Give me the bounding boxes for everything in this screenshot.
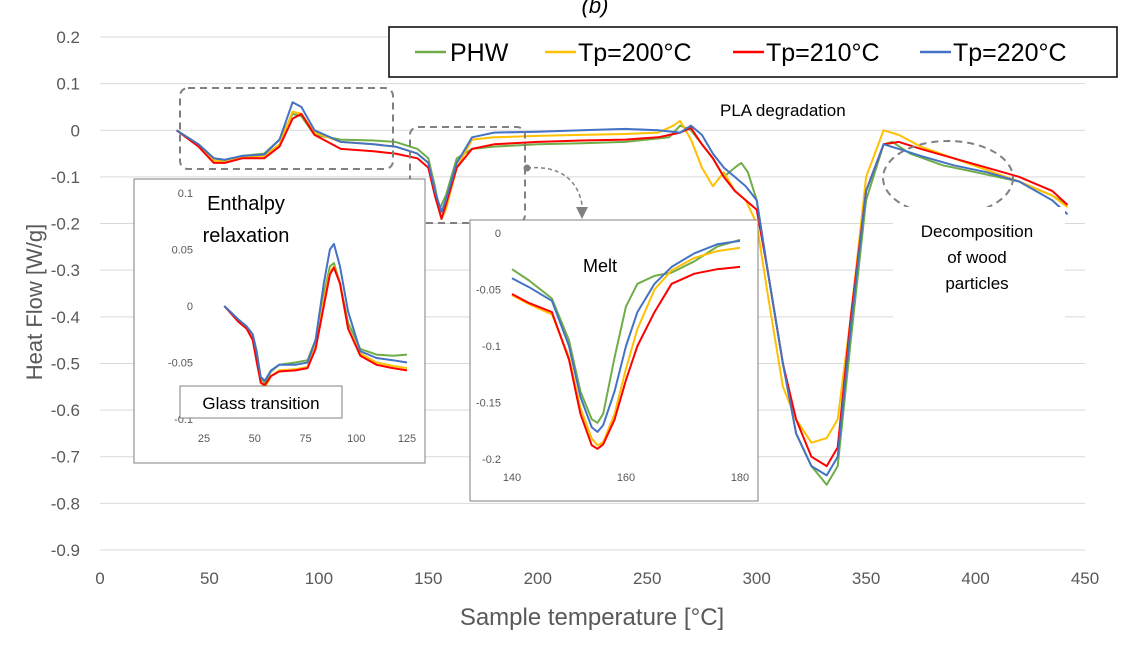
x-tick-label: 450 (1071, 569, 1099, 588)
x-tick-label: 250 (633, 569, 661, 588)
inset-right-y-tick: 0 (495, 228, 501, 240)
inset-left-lines (223, 242, 408, 389)
y-tick-label: -0.6 (51, 401, 80, 420)
inset-left-line-tp-220-c (223, 242, 408, 382)
y-tick-labels: 0.2 0.1 0 -0.1 -0.2 -0.3 -0.4 -0.5 -0.6 -0.7 -0.8 -… (51, 28, 80, 560)
x-tick-label: 0 (95, 569, 104, 588)
x-tick-label: 350 (852, 569, 880, 588)
inset-right-line-tp-210-c (511, 265, 741, 450)
inset-left-x-tick: 125 (398, 433, 416, 445)
inset-left-sublabel-box (179, 385, 343, 419)
inset-left-title-2: relaxation (203, 225, 290, 247)
inset-left-tick-labels: 0.10.050-0.05-0.125 50 75 100 125 (168, 188, 416, 445)
y-tick-label: -0.8 (51, 494, 80, 513)
main-plot-lines (176, 101, 1069, 486)
melt-callout-dot (523, 164, 531, 172)
x-axis-title: Sample temperature [°C] (460, 604, 724, 631)
inset-left-x-tick: 75 (299, 433, 311, 445)
inset-glass-transition: 0.10.050-0.05-0.125 50 75 100 125 Enthalpy r… (133, 178, 426, 464)
x-tick-label: 150 (414, 569, 442, 588)
inset-right-y-tick: -0.15 (476, 398, 501, 410)
y-tick-label: -0.3 (51, 261, 80, 280)
decomposition-label-2: of wood (947, 248, 1007, 267)
y-tick-label: 0.1 (56, 75, 80, 94)
decomposition-label-bg (893, 207, 1065, 327)
y-tick-label: 0.2 (56, 28, 80, 47)
y-tick-label: 0 (71, 121, 80, 140)
legend: PHW Tp=200°C Tp=210°C Tp=220°C (388, 26, 1118, 78)
y-tick-label: -0.2 (51, 215, 80, 234)
enthalpy-callout-box (179, 87, 394, 170)
x-tick-label: 400 (961, 569, 989, 588)
y-tick-label: -0.9 (51, 541, 80, 560)
inset-right-line-tp-220-c (511, 239, 741, 433)
inset-left-x-tick: 100 (347, 433, 365, 445)
legend-label-tp220: Tp=220°C (953, 39, 1067, 67)
legend-label-tp200: Tp=200°C (578, 39, 692, 67)
inset-right-x-tick: 180 (731, 472, 749, 484)
legend-label-tp210: Tp=210°C (766, 39, 880, 67)
melt-callout-arrowhead (576, 207, 588, 219)
y-tick-label: -0.4 (51, 308, 80, 327)
legend-label-phw: PHW (450, 39, 509, 67)
decomposition-label-3: particles (945, 274, 1008, 293)
inset-right-x-tick: 160 (617, 472, 635, 484)
inset-left-y-tick: 0.05 (172, 245, 193, 257)
y-tick-label: -0.7 (51, 448, 80, 467)
inset-left-x-tick: 25 (198, 433, 210, 445)
melt-callout-box (409, 126, 526, 224)
decomposition-callout-ellipse (882, 140, 1014, 216)
inset-left-y-tick: 0.1 (178, 188, 193, 200)
melt-callout-arrow (526, 166, 583, 206)
x-tick-label: 200 (524, 569, 552, 588)
inset-right-y-tick: -0.05 (476, 285, 501, 297)
y-tick-label: -0.5 (51, 354, 80, 373)
inset-left-sublabel: Glass transition (202, 394, 319, 413)
inset-left-x-tick: 50 (249, 433, 261, 445)
inset-left-y-tick: 0 (187, 301, 193, 313)
y-tick-label: -0.1 (51, 168, 80, 187)
x-tick-labels: 0 50 100 150 200 250 300 350 400 450 (95, 569, 1099, 588)
x-tick-label: 50 (200, 569, 219, 588)
decomposition-label-1: Decomposition (921, 222, 1033, 241)
inset-right-x-tick: 140 (503, 472, 521, 484)
x-tick-label: 100 (305, 569, 333, 588)
inset-right-y-tick: -0.1 (482, 341, 501, 353)
pla-degradation-label: PLA degradation (720, 101, 846, 120)
inset-left-line-tp-210-c (223, 266, 408, 387)
inset-right-y-tick: -0.2 (482, 454, 501, 466)
inset-left-title-1: Enthalpy (207, 193, 285, 215)
inset-right-title: Melt (583, 256, 617, 276)
y-axis-title: Heat Flow [W/g] (22, 224, 47, 380)
inset-right-line-phw (511, 238, 741, 424)
panel-label: (b) (582, 0, 609, 18)
series-line-tp-220-c (176, 101, 1069, 477)
inset-right-lines (511, 238, 741, 450)
inset-left-y-tick: -0.05 (168, 358, 193, 370)
x-tick-label: 300 (742, 569, 770, 588)
